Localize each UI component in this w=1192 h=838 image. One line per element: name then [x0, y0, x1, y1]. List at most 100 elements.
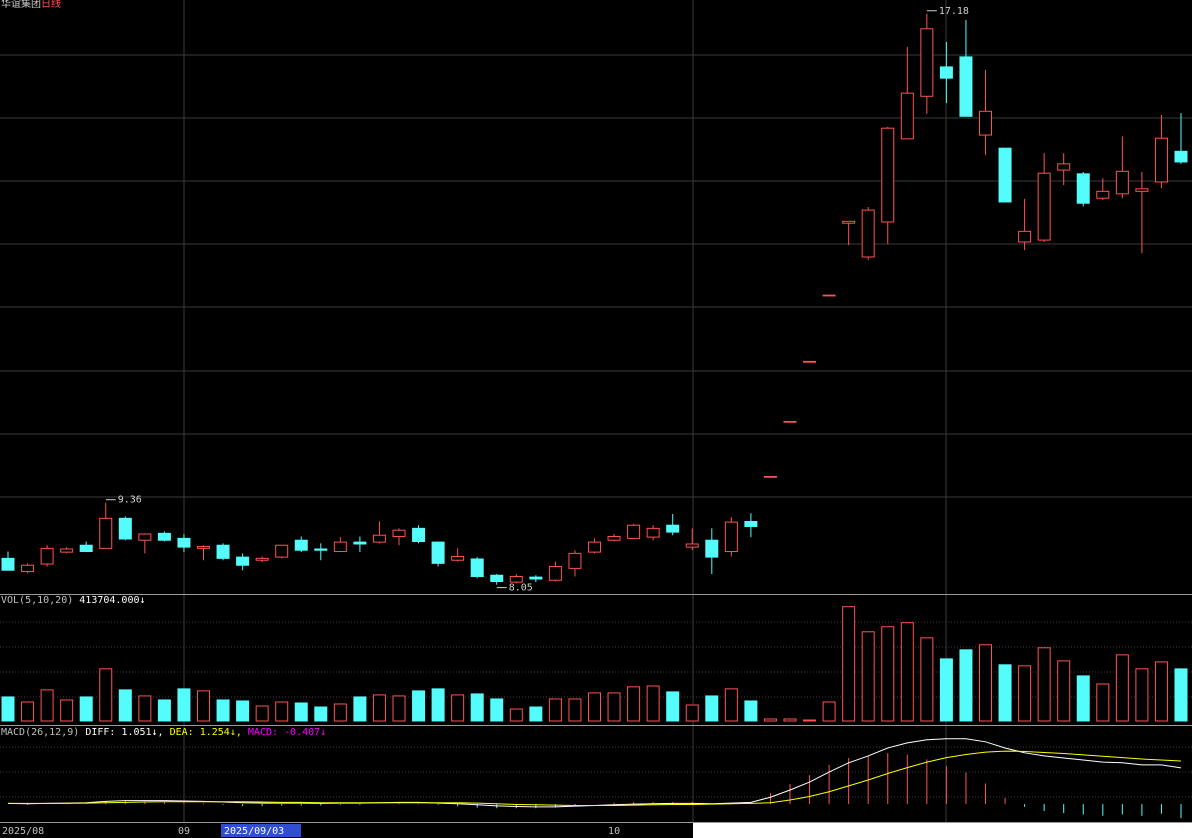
volume-bar [333, 703, 347, 722]
volume-bar [1, 696, 15, 722]
candle-body [1096, 190, 1110, 199]
volume-bar [881, 626, 895, 722]
candle-body [1057, 163, 1071, 171]
candle-body [1076, 173, 1090, 204]
scroll-area [693, 823, 1192, 838]
high-label: 17.18 [939, 6, 969, 17]
candle-body [21, 564, 35, 572]
candle-body [314, 548, 328, 551]
candle-body [412, 527, 426, 542]
volume-bar [900, 622, 914, 722]
volume-header: VOL(5,10,20) 413704.000↓ [1, 595, 146, 606]
volume-bar [118, 689, 132, 722]
volume-bar [998, 664, 1012, 722]
volume-bar [392, 695, 406, 722]
volume-bar [177, 688, 191, 722]
stock-name: 华谊集团 [1, 0, 41, 10]
volume-bar [1057, 660, 1071, 722]
candle-body [451, 555, 465, 561]
volume-bar [490, 698, 504, 722]
candle-body [900, 92, 914, 140]
candle-body [255, 557, 269, 561]
volume-bar [1174, 668, 1188, 722]
volume-bar [783, 718, 797, 722]
volume-bar [607, 692, 621, 722]
candle-body [861, 209, 875, 258]
volume-bar [763, 718, 777, 722]
candle-body [1, 557, 15, 571]
volume-bar [1037, 647, 1051, 722]
candle-body [529, 576, 543, 580]
candle-body [431, 541, 445, 564]
cursor-date: 2025/09/03 [224, 826, 284, 837]
candle-body [588, 541, 601, 553]
macd-title: MACD(26,12,9) [1, 727, 79, 738]
volume-title: VOL(5,10,20) [1, 595, 73, 606]
volume-bar [255, 705, 269, 722]
volume-bar [1096, 683, 1110, 722]
volume-bar [685, 704, 699, 722]
candle-body [509, 575, 523, 583]
candle-body [197, 545, 210, 549]
candle-body [60, 548, 74, 553]
candle-body [881, 127, 895, 223]
x-tick-label: 2025/08 [2, 826, 44, 837]
volume-bar [79, 696, 93, 722]
cursor-box [221, 824, 301, 837]
candle-body [548, 565, 562, 581]
volume-bar [920, 637, 934, 722]
candle-body [920, 28, 934, 97]
volume-bar [431, 688, 445, 722]
low-label: 8.05 [509, 583, 533, 594]
x-tick-label: 10 [608, 826, 620, 837]
volume-bar [314, 706, 328, 722]
candle-body [294, 539, 308, 551]
volume-bar [1018, 665, 1032, 722]
candle-body [353, 541, 367, 545]
volume-bar [294, 702, 308, 722]
candle-body [392, 529, 406, 537]
volume-bar [939, 658, 953, 722]
volume-bar [627, 686, 641, 722]
candle-body [275, 544, 289, 558]
volume-bar [275, 701, 289, 722]
volume-bar [451, 694, 465, 722]
candle-body [79, 544, 93, 552]
volume-bar [842, 606, 856, 722]
candle-body [607, 535, 621, 541]
volume-bar [979, 644, 992, 722]
candle-body [118, 517, 132, 540]
volume-bar [724, 688, 738, 722]
volume-bar [666, 691, 680, 722]
candle-body [744, 520, 758, 527]
legend-entry: DIFF: 1.051↓, [85, 727, 163, 738]
candle-body [685, 543, 699, 548]
volume-bar [861, 631, 875, 722]
candle-body [1018, 230, 1032, 243]
legend-entry: MACD: -0.407↓ [248, 727, 326, 738]
candle-body [939, 66, 953, 79]
candle-body [627, 524, 641, 539]
volume-bar [1135, 668, 1149, 722]
volume-bar [216, 699, 230, 722]
candle-body [666, 524, 680, 533]
candle-body [959, 56, 973, 117]
candle-body [705, 539, 719, 558]
volume-bar [529, 706, 543, 722]
volume-bar [157, 699, 171, 722]
volume-bar [1076, 675, 1090, 722]
volume-bar [412, 690, 426, 722]
candle-body [568, 552, 582, 569]
candle-body [1135, 188, 1149, 192]
macd-line [8, 750, 1182, 806]
header: 华谊集团日线 [1, 0, 61, 10]
candle-body [333, 541, 347, 552]
volume-bar [568, 698, 582, 722]
volume-bar [548, 698, 562, 722]
candle-body [646, 527, 660, 538]
candle-body [998, 147, 1012, 203]
volume-bar [40, 689, 54, 722]
volume-bar [803, 719, 817, 722]
candle-body [490, 574, 504, 582]
